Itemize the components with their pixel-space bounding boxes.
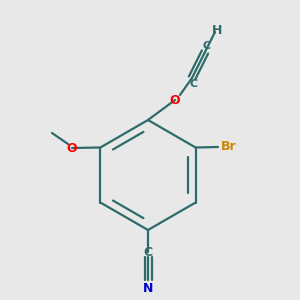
- Text: C: C: [190, 79, 198, 89]
- Text: Br: Br: [221, 140, 237, 154]
- Text: C: C: [203, 41, 211, 51]
- Text: H: H: [212, 23, 222, 37]
- Text: O: O: [67, 142, 77, 154]
- Text: O: O: [170, 94, 180, 106]
- Text: N: N: [143, 282, 153, 295]
- Text: C: C: [143, 245, 153, 259]
